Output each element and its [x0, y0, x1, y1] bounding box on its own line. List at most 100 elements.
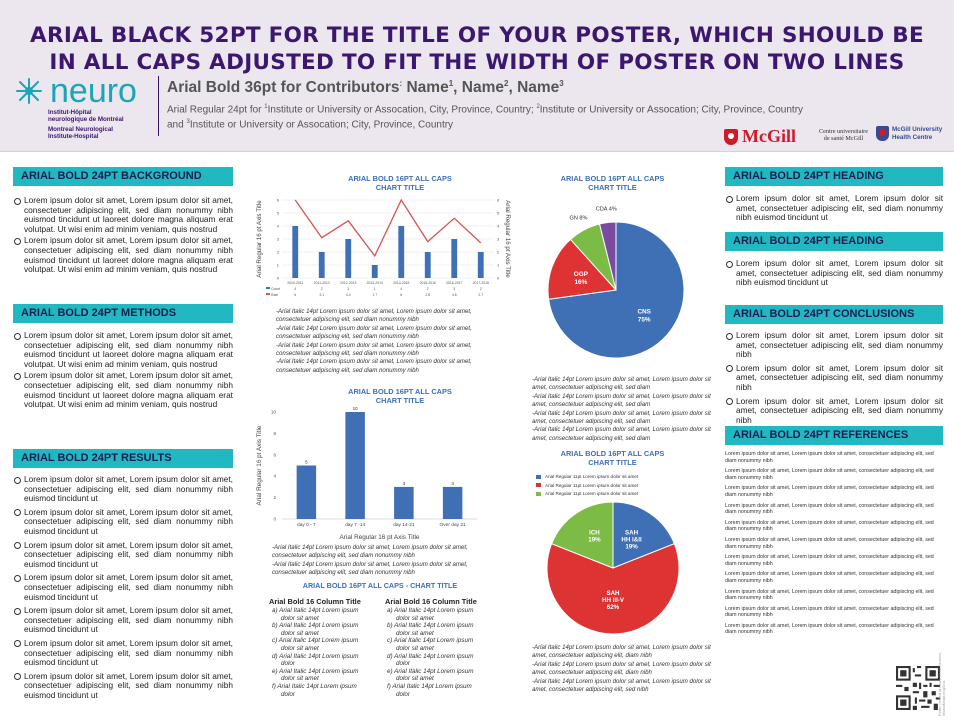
data-table-cell: 6 — [400, 293, 402, 297]
list-item: Lorem ipsum dolor sit amet, Lorem ipsum … — [725, 363, 943, 393]
x-tick-label: 2014-2015 — [393, 281, 409, 285]
y-tick-label: 0 — [277, 276, 280, 281]
y-tick-label: 2 — [273, 495, 276, 500]
bar — [398, 226, 405, 278]
reference-item: Lorem ipsum dolor sit amet, Lorem ipsum … — [725, 605, 934, 619]
pie-slice — [550, 501, 614, 569]
heading-1: ARIAL BOLD 24PT HEADING — [725, 167, 943, 186]
slice-label: CDA 4% — [596, 207, 617, 213]
list-item: f) Arial Italic 14pt Lorem ipsum dolor — [387, 682, 472, 698]
column-2-list: a) Arial Italic 14pt Lorem ipsum dolor s… — [387, 607, 487, 698]
list-item: Lorem ipsum dolor sit amet, Lorem ipsum … — [13, 573, 233, 602]
muhc-crest-icon — [876, 126, 889, 141]
bar — [371, 265, 378, 278]
list-item: Lorem ipsum dolor sit amet, Lorem ipsum … — [13, 371, 233, 409]
bar — [442, 486, 463, 519]
title-line-1: ARIAL BLACK 52PT FOR THE TITLE OF YOUR P… — [30, 23, 924, 48]
list-item: Lorem ipsum dolor sit amet, Lorem ipsum … — [13, 507, 233, 537]
slice-value: 16% — [574, 279, 587, 286]
pie-slice — [546, 543, 680, 635]
slice-label: HH I&II — [621, 537, 642, 544]
reference-item: Lorem ipsum dolor sit amet, Lorem ipsum … — [725, 622, 934, 636]
legend-swatch — [536, 483, 541, 488]
chart-note: -Arial Italic 14pt Lorem ipsum dolor sit… — [532, 426, 711, 442]
legend-label: Arial Regular 11pt Lorem ipsum dolor sit… — [545, 482, 639, 488]
title-line-2: IN ALL CAPS ADJUSTED TO FIT THE WIDTH OF… — [49, 50, 905, 75]
logo-subtitle: Institut-Hôpital neurologique de Montréa… — [48, 109, 124, 141]
bar-chart-title: ARIAL BOLD 16PT ALL CAPS CHART TITLE — [348, 387, 452, 405]
y-axis-title: Arial Regular 16 pt Axis Title — [256, 200, 263, 278]
bar — [292, 226, 299, 278]
list-item: Lorem ipsum dolor sit amet, Lorem ipsum … — [13, 330, 233, 369]
logo-word: neuro — [50, 72, 137, 110]
legend-label: Count — [271, 287, 280, 291]
legend-swatch — [536, 491, 541, 496]
legend-label: Arial Regular 11pt Lorem ipsum dolor sit… — [545, 474, 639, 479]
pie1-notes: -Arial Italic 14pt Lorem ipsum dolor sit… — [532, 376, 718, 443]
y-tick-label: 0 — [273, 517, 276, 522]
column-1-header: Arial Bold 16 Column Title — [269, 597, 361, 606]
y-tick-label: 1 — [277, 263, 280, 268]
chart-note: -Arial Italic 14pt Lorem ipsum dolor sit… — [532, 644, 711, 660]
neuro-logo: neuro Institut-Hôpital neurologique de M… — [14, 72, 164, 141]
combo-chart: 0 0 1 1 2 2 3 3 4 4 5 5 6 6 2010-2011 2011-2012 2012-201… — [256, 198, 511, 298]
chart-note: -Arial Italic 14pt Lorem ipsum dolor sit… — [272, 544, 468, 560]
list-item: c) Arial Italic 14pt Lorem ipsum dolor s… — [272, 637, 359, 652]
chart-note: -Arial Italic 14pt Lorem ipsum dolor sit… — [276, 324, 472, 341]
legend-swatch — [266, 287, 270, 289]
data-table-cell: 2 — [427, 287, 429, 291]
y-tick-label: 2 — [277, 250, 280, 255]
contributors: Arial Bold 36pt for Contributors: Name1,… — [167, 79, 564, 97]
list-item: Lorem ipsum dolor sit amet, Lorem ipsum … — [13, 638, 233, 668]
pie-slice — [612, 501, 676, 569]
neuron-icon — [16, 78, 42, 104]
x-tick-label: 2013-2014 — [367, 281, 383, 285]
pie1-chart-title: ARIAL BOLD 16PT ALL CAPS CHART TITLE — [560, 174, 665, 192]
list-item: Lorem ipsum dolor sit amet, Lorem ipsum … — [725, 193, 943, 223]
data-table-cell: 2 — [321, 287, 323, 291]
heading-2-text: Lorem ipsum dolor sit amet, Lorem ipsum … — [725, 258, 943, 288]
chart-note: -Arial Italic 14pt Lorem ipsum dolor sit… — [276, 358, 472, 374]
list-item: d) Arial Italic 14pt Lorem ipsum dolor — [272, 652, 359, 668]
x-tick-label: 2016-2017 — [446, 281, 462, 285]
pie-slice — [547, 238, 618, 300]
y2-tick-label: 0 — [497, 276, 500, 281]
heading-1-text: Lorem ipsum dolor sit amet, Lorem ipsum … — [725, 193, 943, 223]
y-tick-label: 10 — [271, 410, 277, 415]
bar — [424, 252, 431, 278]
references-heading: ARIAL BOLD 24PT REFERENCES — [725, 426, 943, 445]
pie2-legend: Arial Regular 11pt Lorem ipsum dolor sit… — [536, 473, 638, 499]
mcgill-logo: McGill — [724, 126, 796, 147]
bar — [345, 239, 352, 278]
reference-item: Lorem ipsum dolor sit amet, Lorem ipsum … — [725, 571, 934, 584]
conclusions-text: Lorem ipsum dolor sit amet, Lorem ipsum … — [725, 330, 943, 425]
background-text: Lorem ipsum dolor sit amet, Lorem ipsum … — [13, 195, 233, 275]
list-item: Lorem ipsum dolor sit amet, Lorem ipsum … — [13, 671, 233, 701]
list-item: c) Arial Italic 14pt Lorem ipsum dolor s… — [387, 637, 474, 652]
chart-note: -Arial Italic 14pt Lorem ipsum dolor sit… — [276, 308, 472, 324]
slice-label: OGP — [574, 271, 589, 278]
heading-2: ARIAL BOLD 24PT HEADING — [725, 232, 943, 251]
x-tick-label: 2010-2011 — [287, 281, 303, 285]
slice-value: 75% — [638, 317, 651, 324]
column-2-header: Arial Bold 16 Column Title — [385, 597, 477, 606]
qr-code-icon — [896, 666, 940, 710]
bar — [451, 239, 458, 278]
legend-item: Arial Regular 11pt Lorem ipsum dolor sit… — [536, 482, 638, 491]
x-axis-title: Arial Regular 16 pt Axis Title — [340, 534, 420, 541]
combo-chart-notes: -Arial Italic 14pt Lorem ipsum dolor sit… — [276, 308, 494, 375]
slice-label: GN 8% — [569, 215, 587, 221]
y-tick-label: 5 — [277, 211, 280, 216]
line-series — [294, 198, 482, 258]
data-label: 10 — [353, 406, 359, 411]
reference-item: Lorem ipsum dolor sit amet, Lorem ipsum … — [725, 536, 934, 550]
data-label: 5 — [305, 460, 308, 465]
slice-label: SAH — [606, 590, 620, 597]
data-table-cell: 6 — [294, 293, 296, 297]
data-table-cell: 4.4 — [346, 293, 351, 297]
data-table-cell: 2.8 — [425, 293, 430, 297]
data-table-cell: 3 — [453, 287, 455, 291]
reference-item: Lorem ipsum dolor sit amet, Lorem ipsum … — [725, 485, 934, 498]
list-item: a) Arial Italic 14pt Lorem ipsum dolor s… — [272, 607, 359, 622]
